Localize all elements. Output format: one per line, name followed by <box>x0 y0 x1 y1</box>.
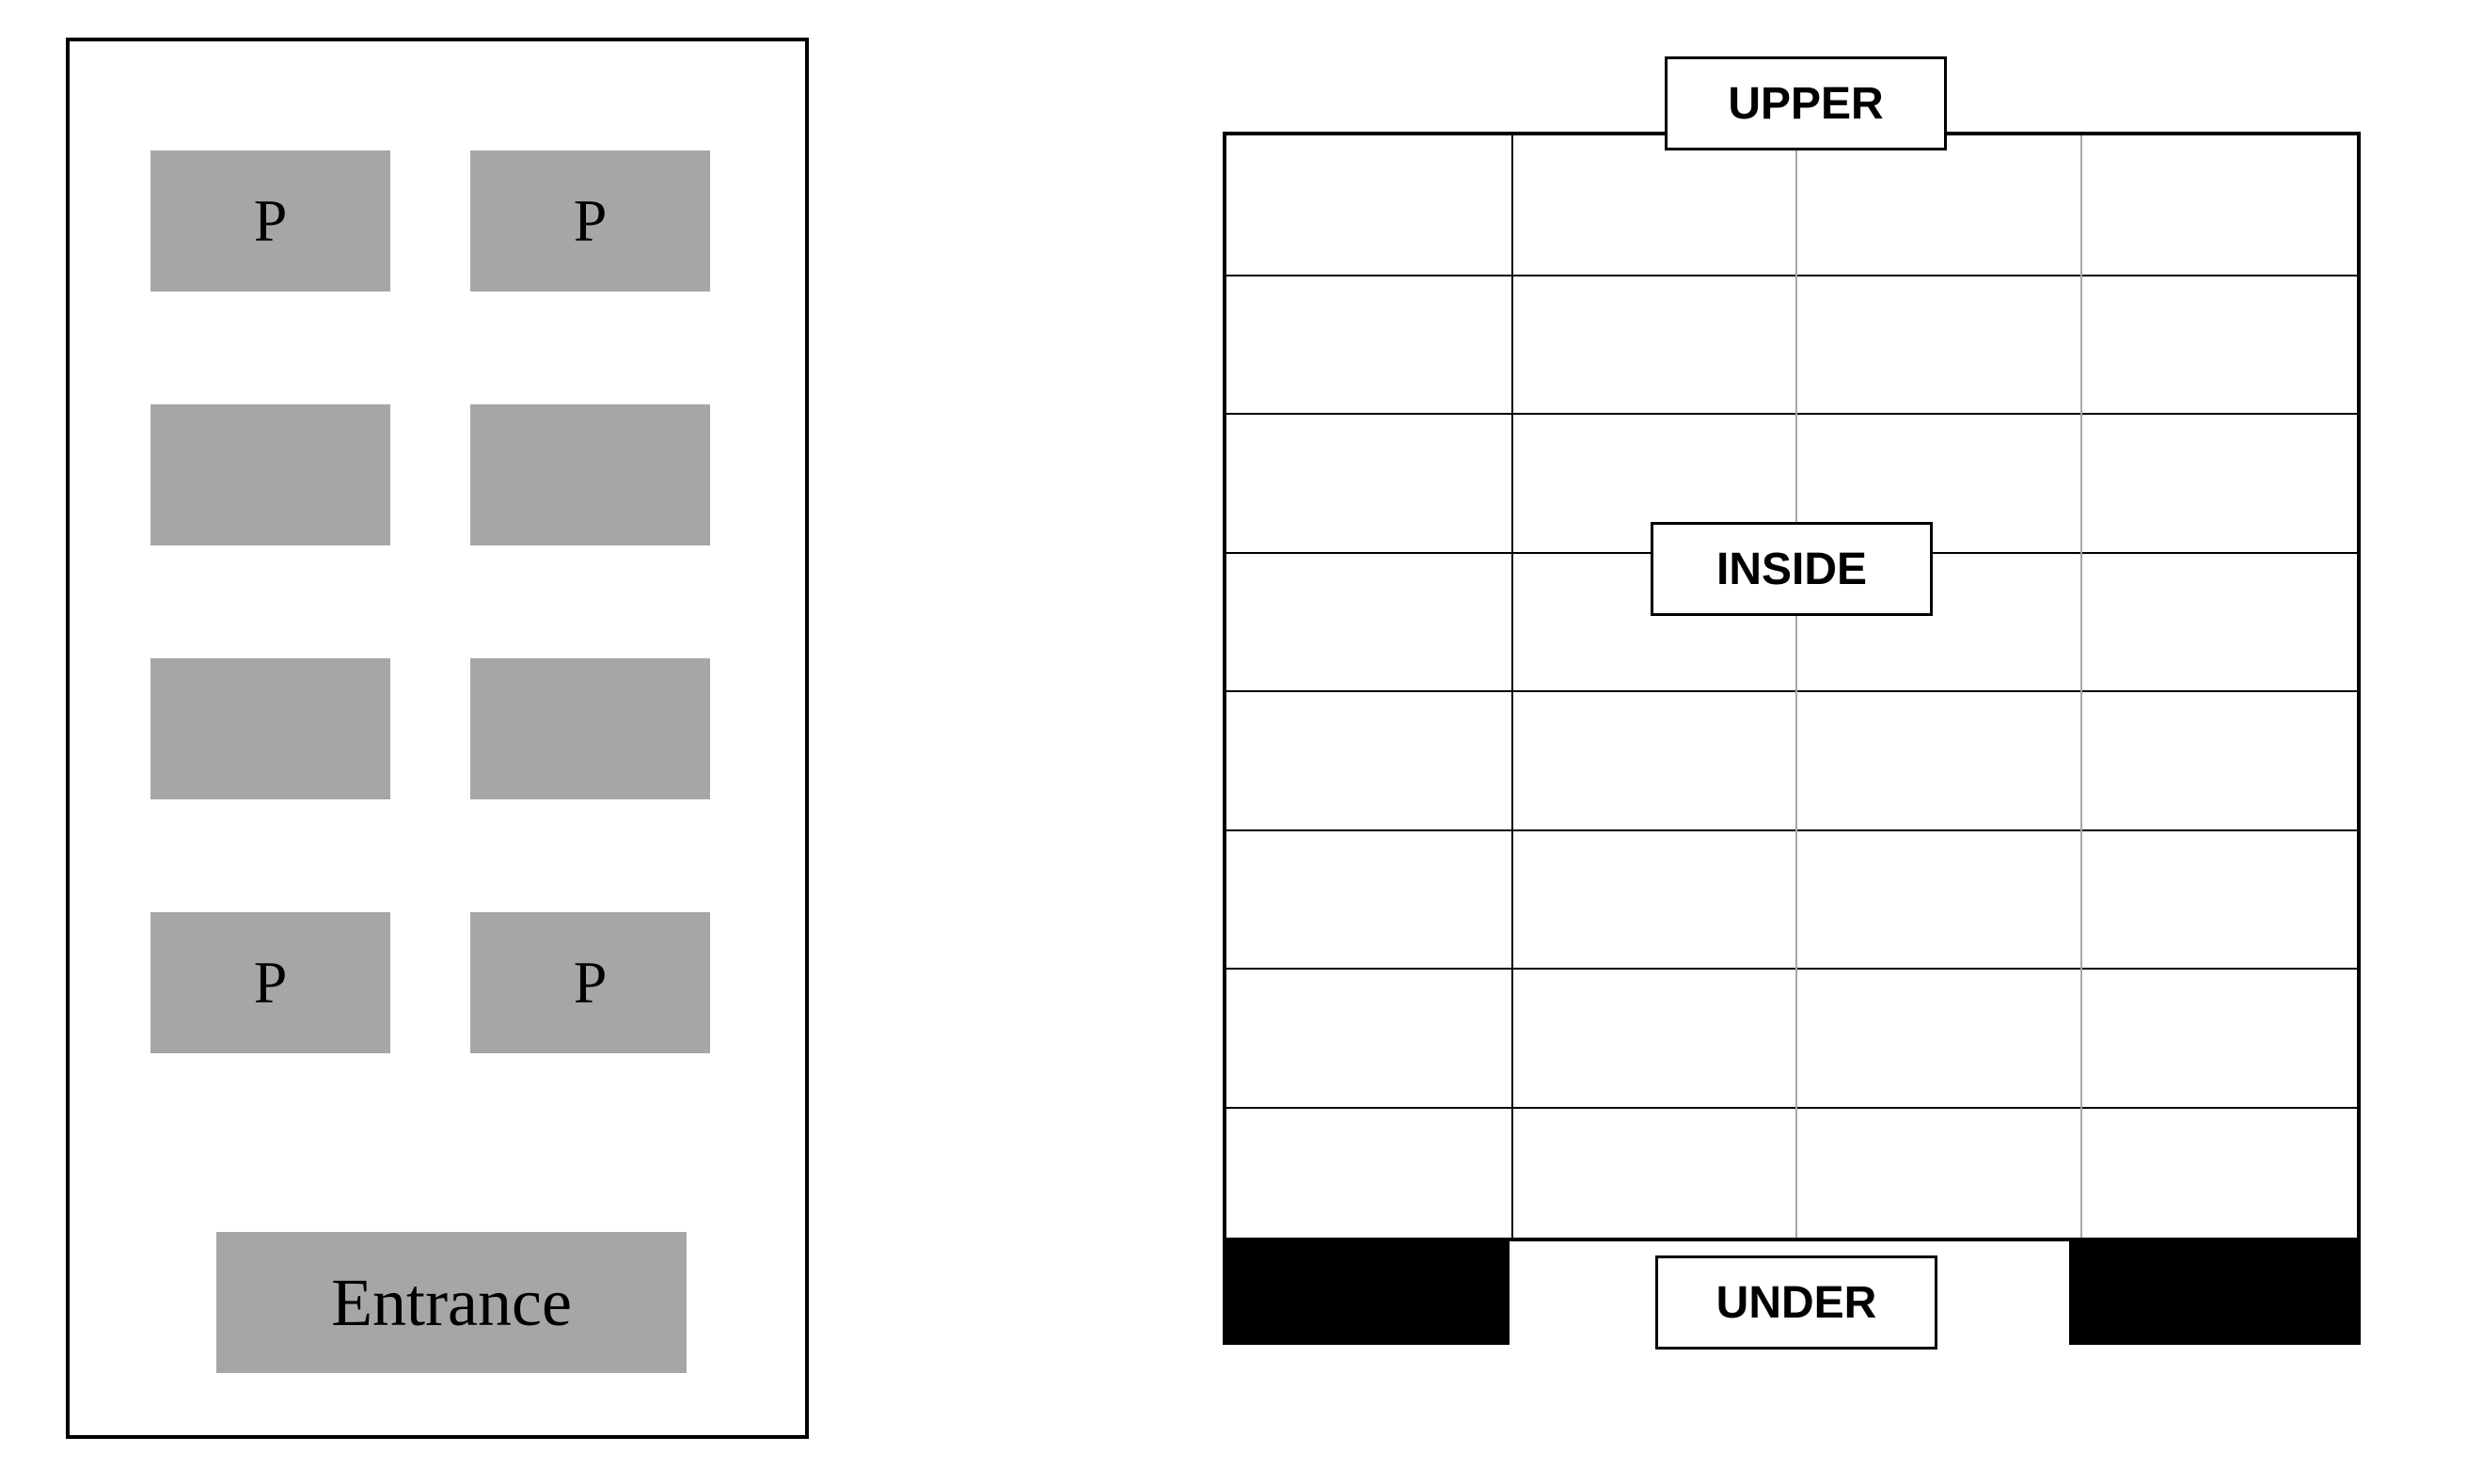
ground-block-left <box>1223 1241 1510 1345</box>
building-row-line <box>1226 1107 2357 1109</box>
building-row-line <box>1226 275 2357 276</box>
building-col-line <box>1795 135 1797 1238</box>
label-inside: INSIDE <box>1651 522 1933 616</box>
building-row-line <box>1226 690 2357 692</box>
parking-space-6: P <box>150 912 390 1053</box>
entrance-block: Entrance <box>216 1232 687 1373</box>
parking-space-label: P <box>574 948 608 1018</box>
label-inside-text: INSIDE <box>1716 544 1867 595</box>
parking-space-label: P <box>254 186 288 256</box>
diagram-canvas: P P P P Entrance UPPER INSIDE UNDER <box>0 0 2482 1484</box>
building-row-line <box>1226 968 2357 970</box>
building-row-line <box>1226 829 2357 831</box>
parking-space-3 <box>470 404 710 545</box>
parking-space-7: P <box>470 912 710 1053</box>
parking-space-1: P <box>470 150 710 292</box>
label-under: UNDER <box>1655 1255 1937 1350</box>
parking-space-label: P <box>254 948 288 1018</box>
building-row-line <box>1226 413 2357 415</box>
parking-space-label: P <box>574 186 608 256</box>
parking-space-0: P <box>150 150 390 292</box>
parking-space-4 <box>150 658 390 799</box>
building-col-line <box>2080 135 2082 1238</box>
label-under-text: UNDER <box>1716 1277 1877 1329</box>
building-col-line <box>1511 135 1513 1238</box>
entrance-label: Entrance <box>331 1264 572 1342</box>
label-upper-text: UPPER <box>1728 78 1883 130</box>
label-upper: UPPER <box>1665 56 1947 150</box>
building-outline <box>1223 132 2361 1241</box>
parking-space-2 <box>150 404 390 545</box>
parking-space-5 <box>470 658 710 799</box>
ground-block-right <box>2069 1241 2361 1345</box>
